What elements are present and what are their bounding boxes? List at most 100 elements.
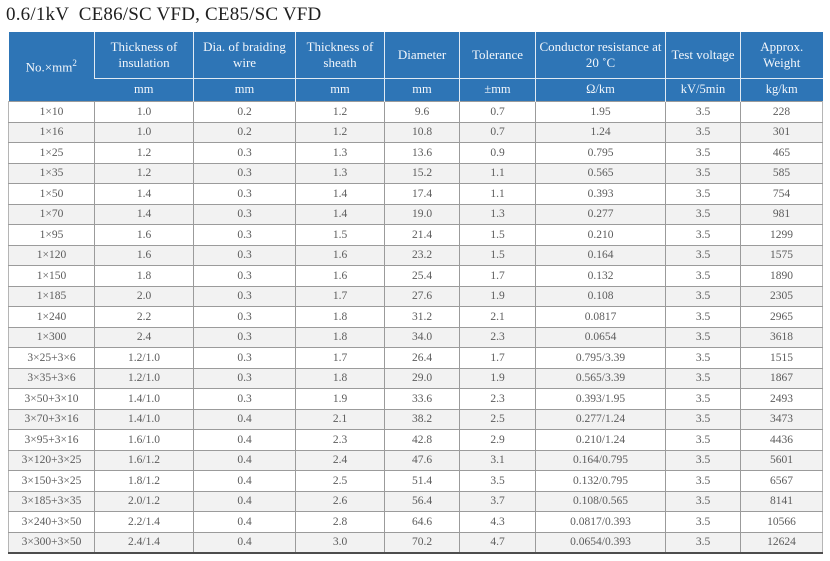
table-cell: 2.8 xyxy=(295,511,385,533)
table-cell: 2.5 xyxy=(295,470,385,492)
table-cell: 2.4/1.4 xyxy=(94,531,194,554)
table-cell: 0.132/0.795 xyxy=(535,470,666,492)
table-cell: 1.8 xyxy=(295,367,385,389)
table-cell: 31.2 xyxy=(384,306,460,328)
table-cell: 1890 xyxy=(740,265,823,287)
table-cell: 2.9 xyxy=(459,429,536,451)
table-cell: 3×120+3×25 xyxy=(8,449,95,471)
table-cell: 27.6 xyxy=(384,285,460,307)
table-cell: 3473 xyxy=(740,408,823,430)
table-cell: 1.2/1.0 xyxy=(94,367,194,389)
table-cell: 1.3 xyxy=(295,162,385,184)
table-cell: 1×25 xyxy=(8,142,95,164)
table-cell: 0.132 xyxy=(535,265,666,287)
table-cell: 0.3 xyxy=(193,367,296,389)
table-cell: 1.24 xyxy=(535,121,666,143)
table-row: 3×185+3×35 2.0/1.2 0.4 2.6 56.4 3.7 0.108/0.56… xyxy=(8,490,823,512)
table-cell: 0.108/0.565 xyxy=(535,490,666,512)
table-cell: 17.4 xyxy=(384,183,460,205)
table-cell: 3.5 xyxy=(459,470,536,492)
table-cell: 1×120 xyxy=(8,244,95,266)
table-cell: 9.6 xyxy=(384,101,460,123)
table-cell: 3.5 xyxy=(665,203,741,225)
table-row: 1×16 1.0 0.2 1.2 10.8 0.7 1.24 3.5 301 xyxy=(8,121,823,143)
spec-table: No.×mm2 Thickness of insulation Dia. of … xyxy=(8,32,823,554)
table-cell: 1.9 xyxy=(459,367,536,389)
table-cell: 2.5 xyxy=(459,408,536,430)
table-cell: 0.4 xyxy=(193,429,296,451)
table-row: 3×150+3×25 1.8/1.2 0.4 2.5 51.4 3.5 0.132/0.79… xyxy=(8,470,823,492)
table-cell: 3×300+3×50 xyxy=(8,531,95,554)
table-cell: 0.7 xyxy=(459,101,536,123)
table-cell: 1.3 xyxy=(459,203,536,225)
table-cell: 1.1 xyxy=(459,183,536,205)
table-cell: 0.3 xyxy=(193,203,296,225)
table-cell: 4.3 xyxy=(459,511,536,533)
table-row: 1×95 1.6 0.3 1.5 21.4 1.5 0.210 3.5 1299 xyxy=(8,224,823,246)
table-cell: 1.9 xyxy=(295,388,385,410)
table-cell: 0.393 xyxy=(535,183,666,205)
table-cell: 0.3 xyxy=(193,142,296,164)
table-cell: 0.210/1.24 xyxy=(535,429,666,451)
table-cell: 5601 xyxy=(740,449,823,471)
table-cell: 3.5 xyxy=(665,449,741,471)
table-cell: 1.5 xyxy=(459,224,536,246)
table-cell: 0.795 xyxy=(535,142,666,164)
table-cell: 0.3 xyxy=(193,244,296,266)
table-cell: 33.6 xyxy=(384,388,460,410)
table-row: 3×70+3×16 1.4/1.0 0.4 2.1 38.2 2.5 0.277/1.24 3… xyxy=(8,408,823,430)
table-cell: 3×70+3×16 xyxy=(8,408,95,430)
table-cell: 3.5 xyxy=(665,490,741,512)
table-cell: 0.0654/0.393 xyxy=(535,531,666,554)
table-cell: 2.0 xyxy=(94,285,194,307)
table-cell: 2.4 xyxy=(94,326,194,348)
table-row: 1×185 2.0 0.3 1.7 27.6 1.9 0.108 3.5 2305 xyxy=(8,285,823,307)
table-cell: 3.5 xyxy=(665,183,741,205)
table-cell: 3×95+3×16 xyxy=(8,429,95,451)
table-cell: 3.5 xyxy=(665,101,741,123)
table-row: 1×35 1.2 0.3 1.3 15.2 1.1 0.565 3.5 585 xyxy=(8,162,823,184)
table-cell: 3.1 xyxy=(459,449,536,471)
table-row: 3×50+3×10 1.4/1.0 0.3 1.9 33.6 2.3 0.393/1.95 3… xyxy=(8,388,823,410)
table-cell: 0.164 xyxy=(535,244,666,266)
table-cell: 585 xyxy=(740,162,823,184)
table-cell: 0.3 xyxy=(193,326,296,348)
table-cell: 1.2 xyxy=(94,142,194,164)
table-cell: 1×70 xyxy=(8,203,95,225)
col-header-braiding: Dia. of braiding wire xyxy=(193,32,296,79)
table-cell: 0.4 xyxy=(193,449,296,471)
table-row: 3×25+3×6 1.2/1.0 0.3 1.7 26.4 1.7 0.795/3.39 3.… xyxy=(8,347,823,369)
table-cell: 1.8 xyxy=(94,265,194,287)
col-header-sheath: Thickness of sheath xyxy=(295,32,385,79)
table-cell: 1.8/1.2 xyxy=(94,470,194,492)
table-cell: 0.4 xyxy=(193,511,296,533)
table-row: 1×10 1.0 0.2 1.2 9.6 0.7 1.95 3.5 228 xyxy=(8,101,823,123)
col-header-test-voltage: Test voltage xyxy=(665,32,741,79)
table-cell: 1.2 xyxy=(295,101,385,123)
table-cell: 2.3 xyxy=(459,388,536,410)
table-cell: 2.3 xyxy=(295,429,385,451)
table-cell: 1.4 xyxy=(295,203,385,225)
table-row: 1×300 2.4 0.3 1.8 34.0 2.3 0.0654 3.5 3618 xyxy=(8,326,823,348)
table-row: 3×240+3×50 2.2/1.4 0.4 2.8 64.6 4.3 0.0817/0.3… xyxy=(8,511,823,533)
header-label-row: No.×mm2 Thickness of insulation Dia. of … xyxy=(8,32,823,102)
table-cell: 1.4 xyxy=(94,183,194,205)
table-cell: 3.5 xyxy=(665,265,741,287)
table-cell: 1.6 xyxy=(94,244,194,266)
table-cell: 3.5 xyxy=(665,429,741,451)
col-header-insulation: Thickness of insulation xyxy=(94,32,194,79)
table-cell: 0.4 xyxy=(193,490,296,512)
table-cell: 13.6 xyxy=(384,142,460,164)
table-cell: 1.4/1.0 xyxy=(94,408,194,430)
table-cell: 1.5 xyxy=(459,244,536,266)
table-cell: 1.6/1.2 xyxy=(94,449,194,471)
table-cell: 3.5 xyxy=(665,244,741,266)
table-cell: 3.5 xyxy=(665,347,741,369)
table-cell: 3618 xyxy=(740,326,823,348)
table-cell: 6567 xyxy=(740,470,823,492)
col-header-weight: Approx. Weight xyxy=(740,32,823,79)
table-cell: 0.210 xyxy=(535,224,666,246)
table-cell: 0.164/0.795 xyxy=(535,449,666,471)
table-cell: 0.795/3.39 xyxy=(535,347,666,369)
table-cell: 51.4 xyxy=(384,470,460,492)
